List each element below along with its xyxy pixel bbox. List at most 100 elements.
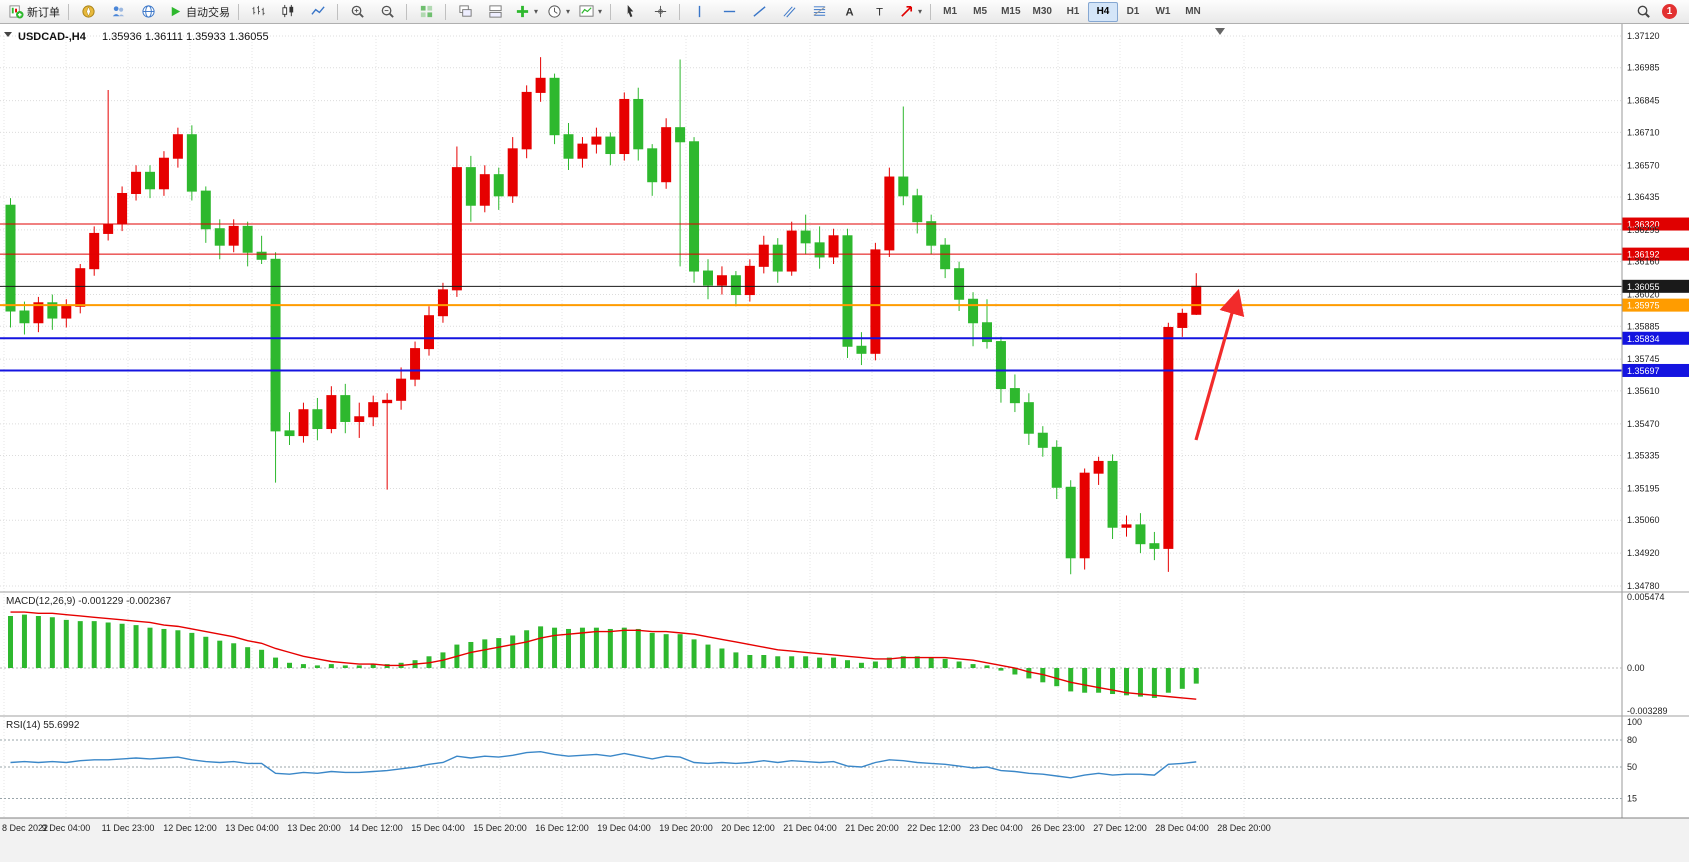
- timeframe-h1-button[interactable]: H1: [1066, 6, 1080, 17]
- bull-candle: [521, 91, 532, 150]
- trendline-button[interactable]: [744, 1, 774, 23]
- bull-candle: [716, 275, 727, 286]
- price-scale[interactable]: 1.37120 1.36985 1.36845 1.36710 1.36570 1.364…: [1621, 24, 1660, 818]
- template-menu-button[interactable]: ▾: [574, 1, 606, 23]
- tile-windows-button[interactable]: [411, 1, 441, 23]
- bull-candle: [75, 268, 86, 307]
- bear-candle: [703, 270, 713, 286]
- community-button[interactable]: [103, 1, 133, 23]
- timeframe-m15-button[interactable]: M15: [1001, 6, 1021, 17]
- time-axis-label: 22 Dec 12:00: [907, 823, 961, 833]
- mql-editor-button[interactable]: [73, 1, 103, 23]
- price-scale-label: 1.35885: [1627, 321, 1660, 331]
- candlestick-chart-button[interactable]: [273, 1, 303, 23]
- time-axis-label: 23 Dec 04:00: [969, 823, 1023, 833]
- search-button[interactable]: [1628, 1, 1658, 23]
- bar-chart-button[interactable]: [243, 1, 273, 23]
- resistance-line-2-price-box: [1622, 247, 1689, 261]
- horizontal-line-button[interactable]: [714, 1, 744, 23]
- bull-candle: [479, 174, 490, 206]
- notification-badge[interactable]: 1: [1662, 4, 1677, 19]
- new-order-button[interactable]: 新订单: [4, 1, 64, 23]
- timeframe-m30-button[interactable]: M30: [1032, 6, 1052, 17]
- bear-candle: [284, 430, 295, 437]
- bear-candle: [995, 341, 1006, 390]
- macd-scale-label: 0.005474: [1627, 592, 1665, 602]
- toolbar-separator: [679, 3, 681, 20]
- resistance-line-1-price-label: 1.36320: [1627, 220, 1660, 230]
- bear-candle: [465, 167, 476, 206]
- zoom-out-button[interactable]: [372, 1, 402, 23]
- candles-icon: [280, 4, 296, 20]
- cursor-button[interactable]: [615, 1, 645, 23]
- channel-button[interactable]: [774, 1, 804, 23]
- bull-candle: [786, 230, 797, 272]
- period-menu-button[interactable]: ▾: [542, 1, 574, 23]
- quick-trade-toggle-icon[interactable]: [4, 32, 12, 37]
- bear-candle: [814, 242, 825, 258]
- bull-candle: [1163, 326, 1174, 549]
- auto-trading-button[interactable]: 自动交易: [163, 1, 234, 23]
- macd-scale-label: -0.003289: [1627, 706, 1668, 716]
- time-axis-label: 19 Dec 04:00: [597, 823, 651, 833]
- compass-icon: [80, 4, 96, 20]
- add-indicator-button[interactable]: ▾: [510, 1, 542, 23]
- clock-icon: [546, 4, 562, 20]
- rsi-line: [10, 750, 1197, 779]
- timeframe-m1-button[interactable]: M1: [943, 6, 958, 17]
- bars-icon: [250, 4, 266, 20]
- tile-icon: [487, 4, 503, 20]
- bear-candle: [647, 148, 658, 183]
- time-axis-label: 28 Dec 20:00: [1217, 823, 1271, 833]
- web-terminal-button[interactable]: [133, 1, 163, 23]
- order-ticket-icon: [8, 4, 24, 20]
- dropdown-caret-icon[interactable]: ▾: [598, 7, 603, 16]
- chart-template-icon: [578, 4, 594, 20]
- timeframe-h4-button[interactable]: H4: [1087, 1, 1118, 22]
- label-button[interactable]: T: [864, 1, 894, 23]
- text-button[interactable]: A: [834, 1, 864, 23]
- bull-candle: [410, 348, 421, 380]
- rsi-scale-label: 100: [1627, 717, 1642, 727]
- bull-candle: [744, 265, 755, 296]
- timeframe-mn-button[interactable]: MN: [1185, 6, 1201, 17]
- bull-candle: [117, 192, 128, 225]
- fibonacci-button[interactable]: [804, 1, 834, 23]
- current-price-line-price-box: [1622, 279, 1689, 293]
- dropdown-caret-icon[interactable]: ▾: [566, 7, 571, 16]
- bull-candle: [451, 167, 462, 291]
- bull-candle: [1079, 472, 1090, 559]
- cascade-windows-button[interactable]: [450, 1, 480, 23]
- toolbar-separator: [68, 3, 69, 20]
- toolbar-separator: [930, 3, 932, 20]
- support-line-1-price-label: 1.35834: [1627, 334, 1660, 344]
- vline-icon: [691, 4, 707, 20]
- globe-icon: [140, 4, 156, 20]
- line-chart-button[interactable]: [303, 1, 333, 23]
- price-scale-label: 1.36435: [1627, 192, 1660, 202]
- resistance-line-2-price-label: 1.36192: [1627, 250, 1660, 260]
- time-axis-label: 19 Dec 20:00: [659, 823, 713, 833]
- timeframe-m5-button[interactable]: M5: [973, 6, 988, 17]
- price-scale-label: 1.36160: [1627, 257, 1660, 267]
- trend-arrow[interactable]: [1194, 288, 1245, 441]
- bull-candle: [884, 176, 895, 251]
- rsi-label: RSI(14) 55.6992: [6, 720, 80, 731]
- cursor-icon: [622, 4, 638, 20]
- tile-horizontal-button[interactable]: [480, 1, 510, 23]
- dropdown-caret-icon[interactable]: ▾: [918, 7, 923, 16]
- timeframe-w1-button[interactable]: W1: [1155, 6, 1171, 17]
- timeframe-d1-button[interactable]: D1: [1126, 6, 1140, 17]
- crosshair-button[interactable]: [645, 1, 675, 23]
- dropdown-caret-icon[interactable]: ▾: [534, 7, 539, 16]
- chart-symbol-label: USDCAD-,H4: [18, 31, 87, 43]
- shapes-button[interactable]: ▾: [894, 1, 926, 23]
- bear-candle: [1107, 460, 1118, 528]
- svg-text:T: T: [876, 6, 883, 18]
- chart-shift-marker[interactable]: [1215, 28, 1225, 35]
- vertical-line-button[interactable]: [684, 1, 714, 23]
- zoom-in-button[interactable]: [342, 1, 372, 23]
- bear-candle: [5, 204, 16, 312]
- price-scale-label: 1.35060: [1627, 515, 1660, 525]
